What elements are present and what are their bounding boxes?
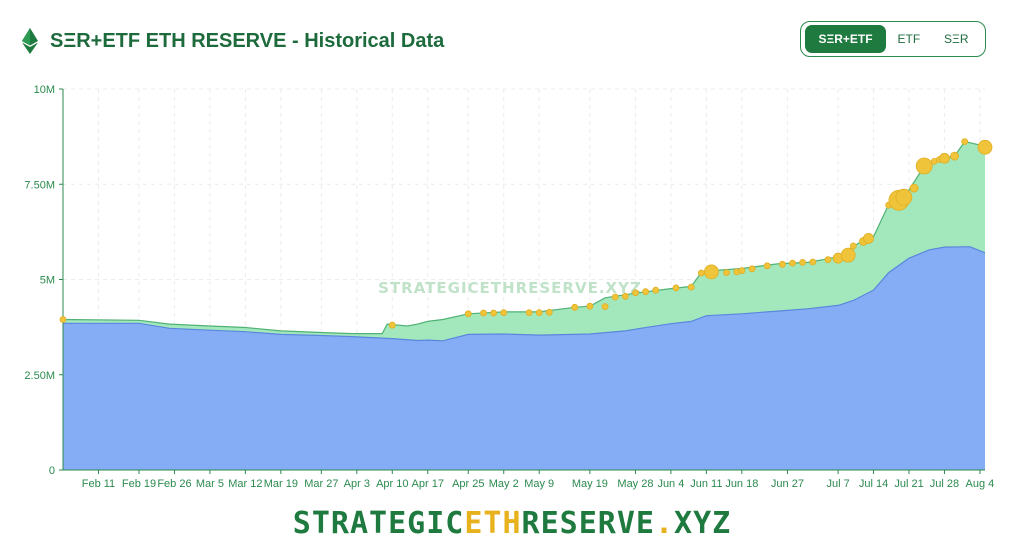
purchase-marker — [840, 247, 856, 263]
purchase-marker — [500, 309, 508, 317]
purchase-marker — [950, 151, 959, 161]
x-tick-label: Mar 27 — [304, 478, 338, 490]
footer-brand-part2: RESERVE — [521, 506, 655, 541]
chart-watermark: STRATEGICETHRESERVE.XYZ — [378, 279, 642, 297]
purchase-marker — [849, 242, 857, 250]
x-tick-label: Jul 28 — [930, 478, 959, 490]
purchase-marker — [799, 258, 806, 266]
x-tick-label: Mar 19 — [264, 478, 298, 490]
x-tick-label: Apr 3 — [344, 478, 370, 490]
purchase-marker — [789, 259, 796, 267]
x-tick-label: Aug 4 — [966, 478, 995, 490]
x-tick-label: Feb 26 — [157, 478, 191, 490]
purchase-marker — [704, 264, 719, 280]
purchase-marker — [809, 258, 817, 266]
etf-holdings-area — [63, 246, 985, 470]
purchase-marker — [59, 316, 67, 323]
x-tick-label: May 19 — [572, 478, 608, 490]
toggle-etf[interactable]: ETF — [897, 32, 921, 46]
purchase-marker — [535, 309, 543, 317]
x-tick-label: Mar 12 — [228, 478, 262, 490]
footer-brand-accent: ETH — [464, 506, 522, 541]
purchase-marker — [961, 138, 969, 146]
purchase-marker — [915, 157, 933, 175]
x-tick-label: Apr 25 — [452, 478, 484, 490]
purchase-marker — [621, 292, 629, 300]
footer-brand: STRATEGICETHRESERVE.XYZ — [0, 506, 1024, 541]
y-tick-label: 7.50M — [24, 179, 55, 191]
purchase-marker — [611, 293, 619, 301]
x-tick-label: Jun 18 — [725, 478, 758, 490]
y-tick-label: 0 — [49, 465, 55, 477]
x-tick-label: Jul 21 — [894, 478, 923, 490]
purchase-marker — [632, 289, 639, 297]
x-tick-label: Mar 5 — [196, 478, 224, 490]
x-tick-label: Jun 4 — [657, 478, 684, 490]
ethereum-icon — [22, 28, 38, 54]
purchase-marker — [652, 286, 660, 294]
purchase-marker — [687, 283, 695, 291]
x-tick-label: May 2 — [489, 478, 519, 490]
x-tick-label: May 9 — [524, 478, 554, 490]
x-tick-label: Jul 14 — [859, 478, 888, 490]
chart-title: SΞR+ETF ETH RESERVE - Historical Data — [50, 29, 445, 52]
footer-brand-part3: XYZ — [674, 506, 732, 541]
purchase-marker — [480, 309, 487, 317]
purchase-marker — [779, 260, 786, 268]
x-tick-label: Jun 27 — [771, 478, 804, 490]
dataset-toggle: SΞR+ETF ETF SΞR — [800, 21, 986, 57]
purchase-marker — [601, 303, 609, 311]
toggle-ser[interactable]: SΞR — [944, 32, 969, 46]
purchase-marker — [388, 321, 396, 329]
purchase-marker — [977, 139, 993, 155]
purchase-marker — [763, 262, 771, 270]
purchase-marker — [545, 308, 553, 316]
purchase-marker — [672, 284, 680, 292]
x-tick-label: Apr 10 — [376, 478, 408, 490]
y-tick-label: 10M — [34, 84, 55, 96]
purchase-marker — [697, 269, 705, 277]
purchase-marker — [895, 188, 913, 206]
purchase-marker — [909, 183, 919, 193]
x-tick-label: Jul 7 — [826, 478, 849, 490]
purchase-marker — [863, 232, 874, 244]
purchase-marker — [571, 303, 579, 311]
etf-holdings-line — [63, 246, 986, 342]
purchase-marker — [824, 256, 832, 264]
footer-brand-part1: STRATEGIC — [292, 506, 465, 541]
purchase-marker — [939, 152, 950, 164]
footer-brand-dot: . — [654, 506, 675, 541]
purchase-marker — [642, 288, 649, 296]
purchase-marker — [490, 309, 498, 317]
purchase-marker — [748, 265, 756, 273]
x-tick-label: May 28 — [617, 478, 653, 490]
purchase-marker — [525, 309, 533, 317]
purchase-marker — [723, 269, 730, 277]
x-tick-label: Apr 17 — [412, 478, 444, 490]
x-tick-label: Feb 11 — [82, 478, 115, 490]
purchase-marker — [464, 310, 472, 318]
x-tick-label: Feb 19 — [122, 478, 156, 490]
purchase-marker — [586, 302, 594, 310]
chart-header: SΞR+ETF ETH RESERVE - Historical Data — [22, 26, 444, 56]
purchase-marker — [738, 267, 746, 275]
y-tick-label: 5M — [40, 275, 55, 287]
reserve-area-chart: STRATEGICETHRESERVE.XYZ 0 2.50M 5M 7.50M 10M F… — [24, 84, 995, 490]
x-tick-label: Jun 11 — [690, 478, 722, 490]
y-tick-label: 2.50M — [24, 370, 55, 382]
toggle-ser-etf[interactable]: SΞR+ETF — [805, 25, 887, 53]
